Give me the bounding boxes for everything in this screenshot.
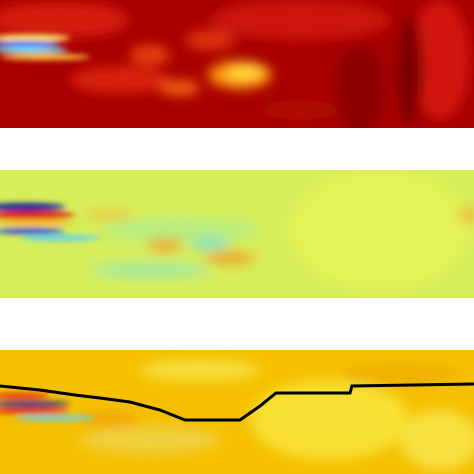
streaks (0, 203, 100, 241)
field (85, 170, 474, 290)
panel-bottom (0, 350, 474, 474)
boundary-line (0, 382, 474, 422)
field (80, 360, 474, 470)
streaks (0, 393, 95, 421)
streaks (0, 34, 90, 60)
panel-middle (0, 170, 474, 298)
panel-top (0, 0, 474, 128)
field (0, 0, 470, 128)
